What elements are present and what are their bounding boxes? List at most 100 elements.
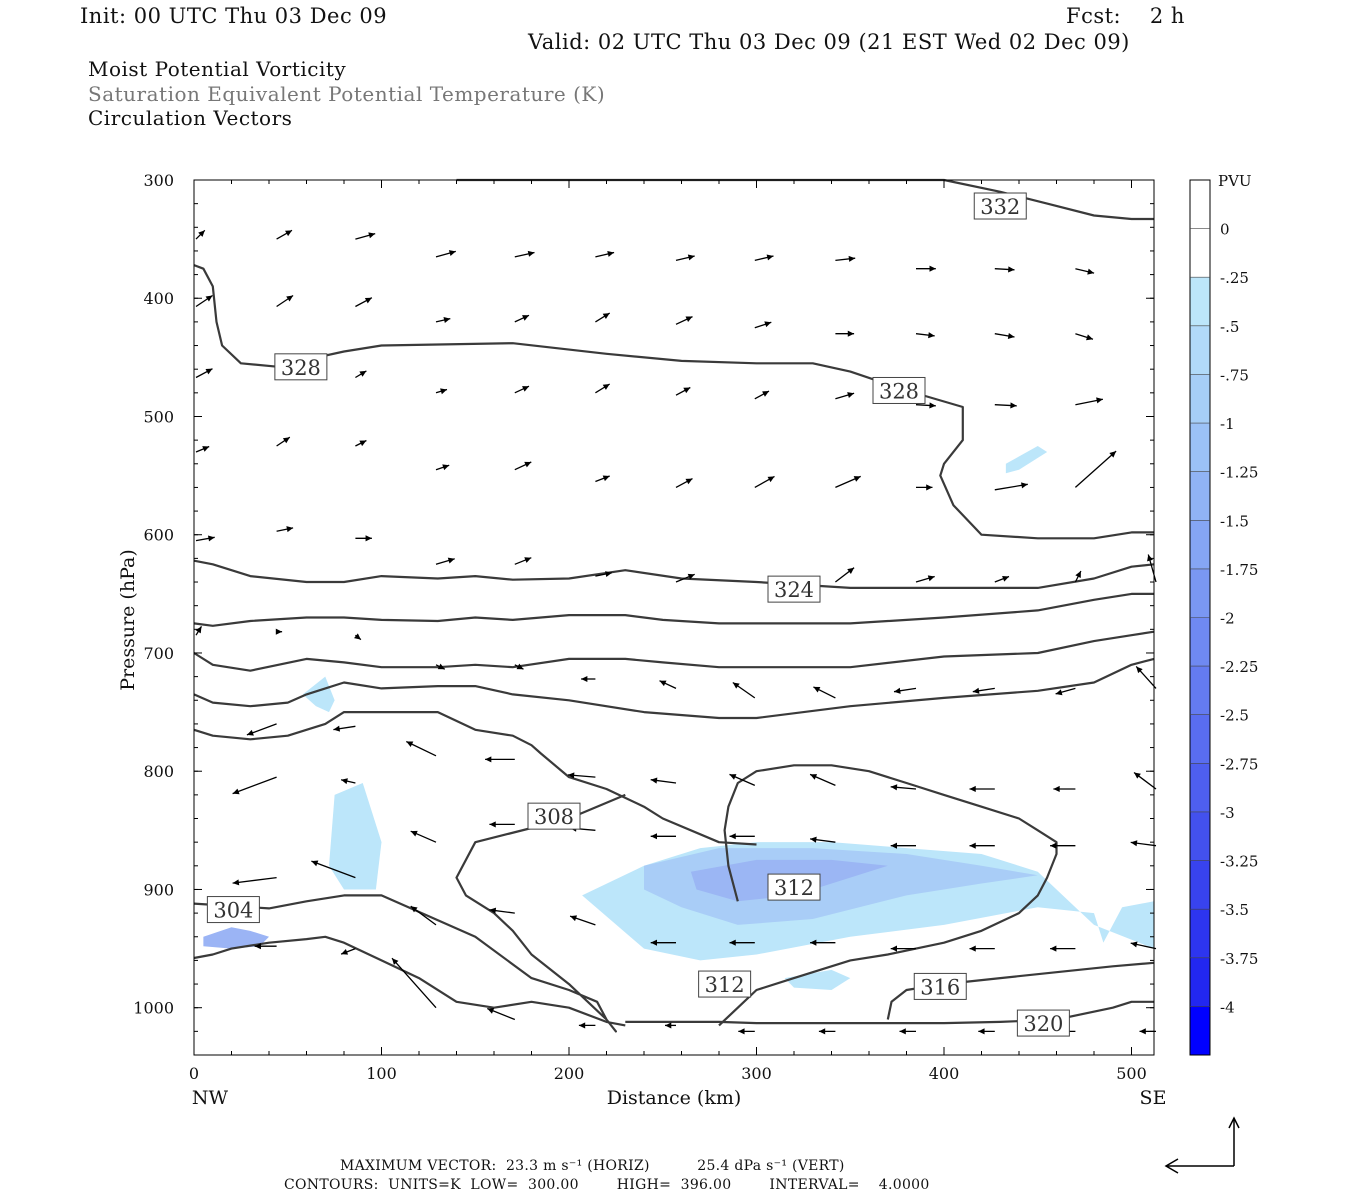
vector-arrow [195, 229, 206, 240]
vector-arrow [675, 478, 693, 488]
vector-head [602, 313, 610, 319]
vector-arrow [650, 939, 676, 946]
contour-label-box [767, 873, 821, 901]
colorbar-swatch [1190, 714, 1210, 764]
vector-head [442, 464, 450, 471]
vector-arrow [1075, 268, 1095, 275]
contour-label-box [274, 353, 328, 381]
vector-arrow [275, 628, 283, 635]
contour-label: 308 [527, 802, 581, 830]
theta-contour-line [193, 793, 626, 1033]
vector-head [732, 682, 740, 689]
vector-head [207, 535, 215, 542]
vector-head [687, 573, 695, 580]
vector-head [969, 842, 976, 849]
vector-head [1002, 575, 1010, 582]
vector-head [489, 821, 496, 828]
colorbar-swatch [1190, 909, 1210, 959]
vector-head [685, 316, 693, 322]
theta-contours [193, 178, 1155, 1033]
contour-labels: 332 328 328 324 308 312 312 316 320 304 [206, 192, 1070, 1037]
vector-head [311, 860, 319, 867]
vector-head [659, 680, 667, 687]
contour-label-box [913, 972, 967, 1000]
vector-head [489, 907, 497, 914]
vector-head [847, 567, 855, 574]
vector-arrow [810, 939, 836, 946]
theta-contour-line [193, 630, 1155, 672]
contour-label-box [1016, 1009, 1070, 1037]
vector-head [195, 626, 202, 634]
vector-arrow [1075, 397, 1104, 406]
axis-ticks: 0 100 200 300 400 500 300 400 500 600 700 800 900 100… [133, 171, 1154, 1083]
vector-arrow [276, 436, 291, 447]
vector-arrow [514, 250, 535, 258]
vector-head [524, 557, 532, 563]
x-tick-label: 300 [741, 1064, 772, 1083]
vector-head [847, 330, 855, 337]
valid-time: Valid: 02 UTC Thu 03 Dec 09 (21 EST Wed … [528, 30, 1130, 54]
vector-head [738, 1028, 745, 1035]
vector-head [365, 535, 372, 542]
contour-label-text: 320 [1023, 1012, 1063, 1036]
contour-label-text: 328 [879, 379, 919, 403]
contour-label-box [872, 376, 926, 404]
vector-arrow [435, 663, 446, 670]
vector-arrow [567, 772, 596, 779]
colorbar-swatch [1190, 860, 1210, 910]
vector-head [665, 1022, 672, 1029]
vector-head [1139, 1028, 1146, 1035]
y-tick-label: 300 [143, 171, 174, 190]
vector-head [202, 446, 210, 452]
vector-arrow [738, 1028, 755, 1035]
vector-arrow [340, 778, 356, 785]
vector-arrow [650, 833, 676, 840]
vector-arrow [729, 833, 755, 840]
vector-head [899, 1028, 906, 1035]
contour-label-text: 324 [774, 578, 814, 602]
vector-arrow [435, 388, 448, 395]
vector-arrow [195, 626, 203, 636]
colorbar-swatch [1190, 277, 1210, 327]
colorbar-swatch [1190, 423, 1210, 473]
x-tick-label: 100 [366, 1064, 397, 1083]
pv-region [203, 927, 269, 949]
vector-arrow [514, 314, 530, 323]
vector-arrow [835, 392, 855, 400]
x-tick-label: 200 [554, 1064, 585, 1083]
vector-head [729, 774, 737, 780]
vector-arrow [595, 250, 615, 258]
vector-head [890, 784, 898, 791]
vector-head [1134, 772, 1141, 779]
field-title-mpv: Moist Potential Vorticity [88, 57, 347, 81]
pv-region [784, 969, 851, 990]
vector-arrow [972, 687, 995, 694]
vector-arrow [435, 250, 456, 258]
theta-contour-line [625, 1000, 1154, 1025]
vector-arrow [675, 573, 695, 583]
vector-head [392, 958, 399, 965]
vector-head [969, 945, 976, 952]
pv-region [302, 676, 335, 713]
vector-arrow [410, 830, 437, 843]
vector-arrow [1053, 785, 1076, 792]
vector-arrow [1133, 771, 1157, 790]
vector-arrow [485, 756, 515, 763]
circulation-vectors [195, 229, 1157, 1035]
contour-label-text: 328 [281, 356, 321, 380]
colorbar-swatch [1190, 1006, 1210, 1056]
vector-head [818, 1028, 826, 1035]
vector-arrow [435, 464, 450, 471]
vector-head [1096, 397, 1103, 404]
vector-arrow [675, 254, 695, 262]
vector-arrow [969, 842, 995, 849]
vector-head [813, 686, 821, 693]
vector-arrow [754, 254, 774, 262]
vector-head [1130, 840, 1138, 847]
colorbar-swatch [1190, 666, 1210, 716]
vector-head [198, 230, 205, 237]
vector-arrow [514, 557, 532, 565]
vector-arrow [916, 484, 933, 491]
x-axis-label: Distance (km) [607, 1087, 742, 1109]
